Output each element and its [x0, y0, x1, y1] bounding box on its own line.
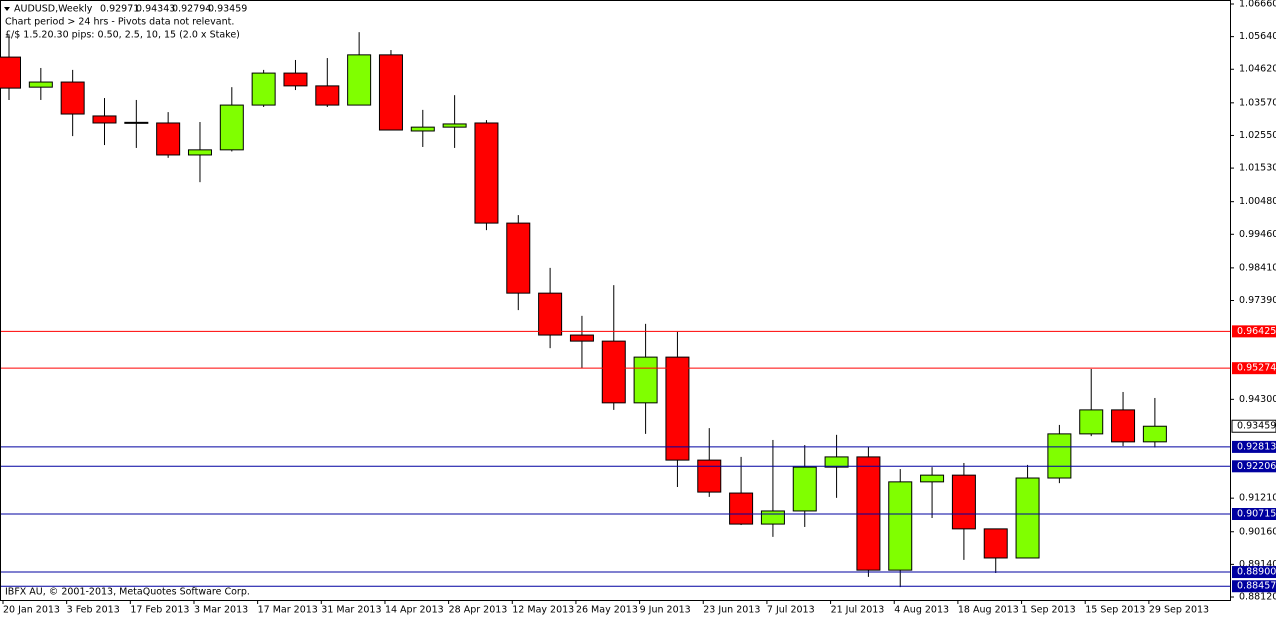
- y-tick-label: 1.00480: [1239, 196, 1276, 207]
- candle-body: [1142, 425, 1167, 443]
- candle-body: [1079, 409, 1104, 435]
- candle-body: [410, 126, 435, 132]
- level-label: 0.95274: [1237, 363, 1276, 374]
- chart-title: AUDUSD,Weekly: [14, 4, 93, 15]
- current-price-label: 0.93459: [1237, 421, 1276, 432]
- y-tick-label: 0.91210: [1239, 493, 1276, 504]
- level-label-box: [1232, 440, 1276, 453]
- footer: IBFX AU, © 2001-2013, MetaQuotes Softwar…: [5, 587, 250, 598]
- candle-body: [792, 466, 817, 512]
- candle-body: [156, 122, 181, 156]
- x-tick-label: 28 Apr 2013: [449, 605, 508, 616]
- candle-body: [474, 122, 499, 224]
- candle-body: [633, 356, 658, 404]
- candle-body: [187, 149, 212, 156]
- candle-body: [888, 481, 913, 571]
- x-tick-label: 14 Apr 2013: [385, 605, 444, 616]
- x-tick-label: 21 Jul 2013: [831, 605, 885, 616]
- ohlc-close: 0.93459: [208, 4, 247, 15]
- level-label-box: [1232, 507, 1276, 520]
- level-label: 0.96425: [1237, 326, 1276, 337]
- x-tick-label: 31 Mar 2013: [321, 605, 381, 616]
- x-tick-label: 17 Feb 2013: [130, 605, 189, 616]
- x-tick-label: 1 Sep 2013: [1022, 605, 1076, 616]
- candle-body: [28, 81, 53, 88]
- level-label-box: [1232, 460, 1276, 473]
- level-label: 0.88900: [1237, 567, 1276, 578]
- x-tick-label: 17 Mar 2013: [258, 605, 318, 616]
- candle-body: [601, 340, 626, 404]
- level-label-box: [1232, 566, 1276, 579]
- y-tick-label: 0.97390: [1239, 295, 1276, 306]
- ohlc-open: 0.92971: [100, 4, 139, 15]
- candle-body: [951, 474, 976, 530]
- x-tick-label: 9 Jun 2013: [640, 605, 691, 616]
- candle-body: [219, 104, 244, 151]
- candle-body: [1047, 433, 1072, 479]
- x-tick-label: 15 Sep 2013: [1085, 605, 1145, 616]
- level-label-box: [1232, 325, 1276, 338]
- y-tick-label: 1.06660: [1239, 0, 1276, 10]
- y-tick-label: 1.01530: [1239, 163, 1276, 174]
- current-price-box: [1231, 419, 1276, 433]
- subtitle: Chart period > 24 hrs - Pivots data not …: [5, 17, 234, 28]
- candle-body: [760, 510, 785, 525]
- x-tick-label: 18 Aug 2013: [958, 605, 1019, 616]
- candle-body: [347, 54, 372, 106]
- level-label-box: [1232, 580, 1276, 593]
- ohlc-high: 0.94343: [136, 4, 175, 15]
- subtitle: £/$ 1.5.20.30 pips: 0.50, 2.5, 10, 15 (2…: [5, 30, 240, 41]
- candle-body: [442, 123, 467, 128]
- candle-body: [315, 85, 340, 106]
- candle-body: [251, 72, 276, 106]
- candle-body: [824, 456, 849, 468]
- candle-body: [538, 292, 563, 336]
- x-tick-label: 7 Jul 2013: [767, 605, 815, 616]
- y-tick-label: 0.94300: [1239, 394, 1276, 405]
- candle-body: [283, 72, 308, 87]
- level-label: 0.90715: [1237, 508, 1276, 519]
- y-tick-label: 0.98410: [1239, 262, 1276, 273]
- x-tick-label: 20 Jan 2013: [3, 605, 60, 616]
- candle-body: [378, 54, 403, 131]
- y-tick-label: 0.88120: [1239, 592, 1276, 603]
- candle-body: [920, 474, 945, 483]
- candle-body: [697, 459, 722, 493]
- candle-body: [569, 334, 594, 342]
- x-tick-label: 23 Jun 2013: [703, 605, 760, 616]
- ohlc-low: 0.92794: [172, 4, 211, 15]
- candle-body: [506, 222, 531, 294]
- level-label: 0.88457: [1237, 581, 1276, 592]
- x-tick-label: 12 May 2013: [512, 605, 574, 616]
- y-tick-label: 0.90160: [1239, 526, 1276, 537]
- candle-body: [124, 121, 149, 124]
- y-tick-label: 1.04620: [1239, 64, 1276, 75]
- y-tick-label: 0.89140: [1239, 559, 1276, 570]
- y-tick-label: 1.05640: [1239, 31, 1276, 42]
- candle-body: [1015, 477, 1040, 559]
- x-tick-label: 29 Sep 2013: [1149, 605, 1209, 616]
- menu-icon: [4, 7, 10, 11]
- y-tick-label: 0.99460: [1239, 229, 1276, 240]
- level-label: 0.92813: [1237, 441, 1276, 452]
- level-label: 0.92206: [1237, 461, 1276, 472]
- x-tick-label: 26 May 2013: [576, 605, 638, 616]
- level-label-box: [1232, 362, 1276, 375]
- candle-body: [665, 356, 690, 461]
- candle-body: [729, 492, 754, 525]
- candle-body: [92, 115, 117, 124]
- y-tick-label: 1.02550: [1239, 130, 1276, 141]
- candle-body: [983, 528, 1008, 559]
- x-tick-label: 4 Aug 2013: [894, 605, 949, 616]
- candle-body: [1111, 409, 1136, 443]
- candle-body: [0, 56, 21, 89]
- x-tick-label: 3 Mar 2013: [194, 605, 248, 616]
- x-tick-label: 3 Feb 2013: [67, 605, 120, 616]
- candle-body: [60, 81, 85, 115]
- y-tick-label: 1.03570: [1239, 97, 1276, 108]
